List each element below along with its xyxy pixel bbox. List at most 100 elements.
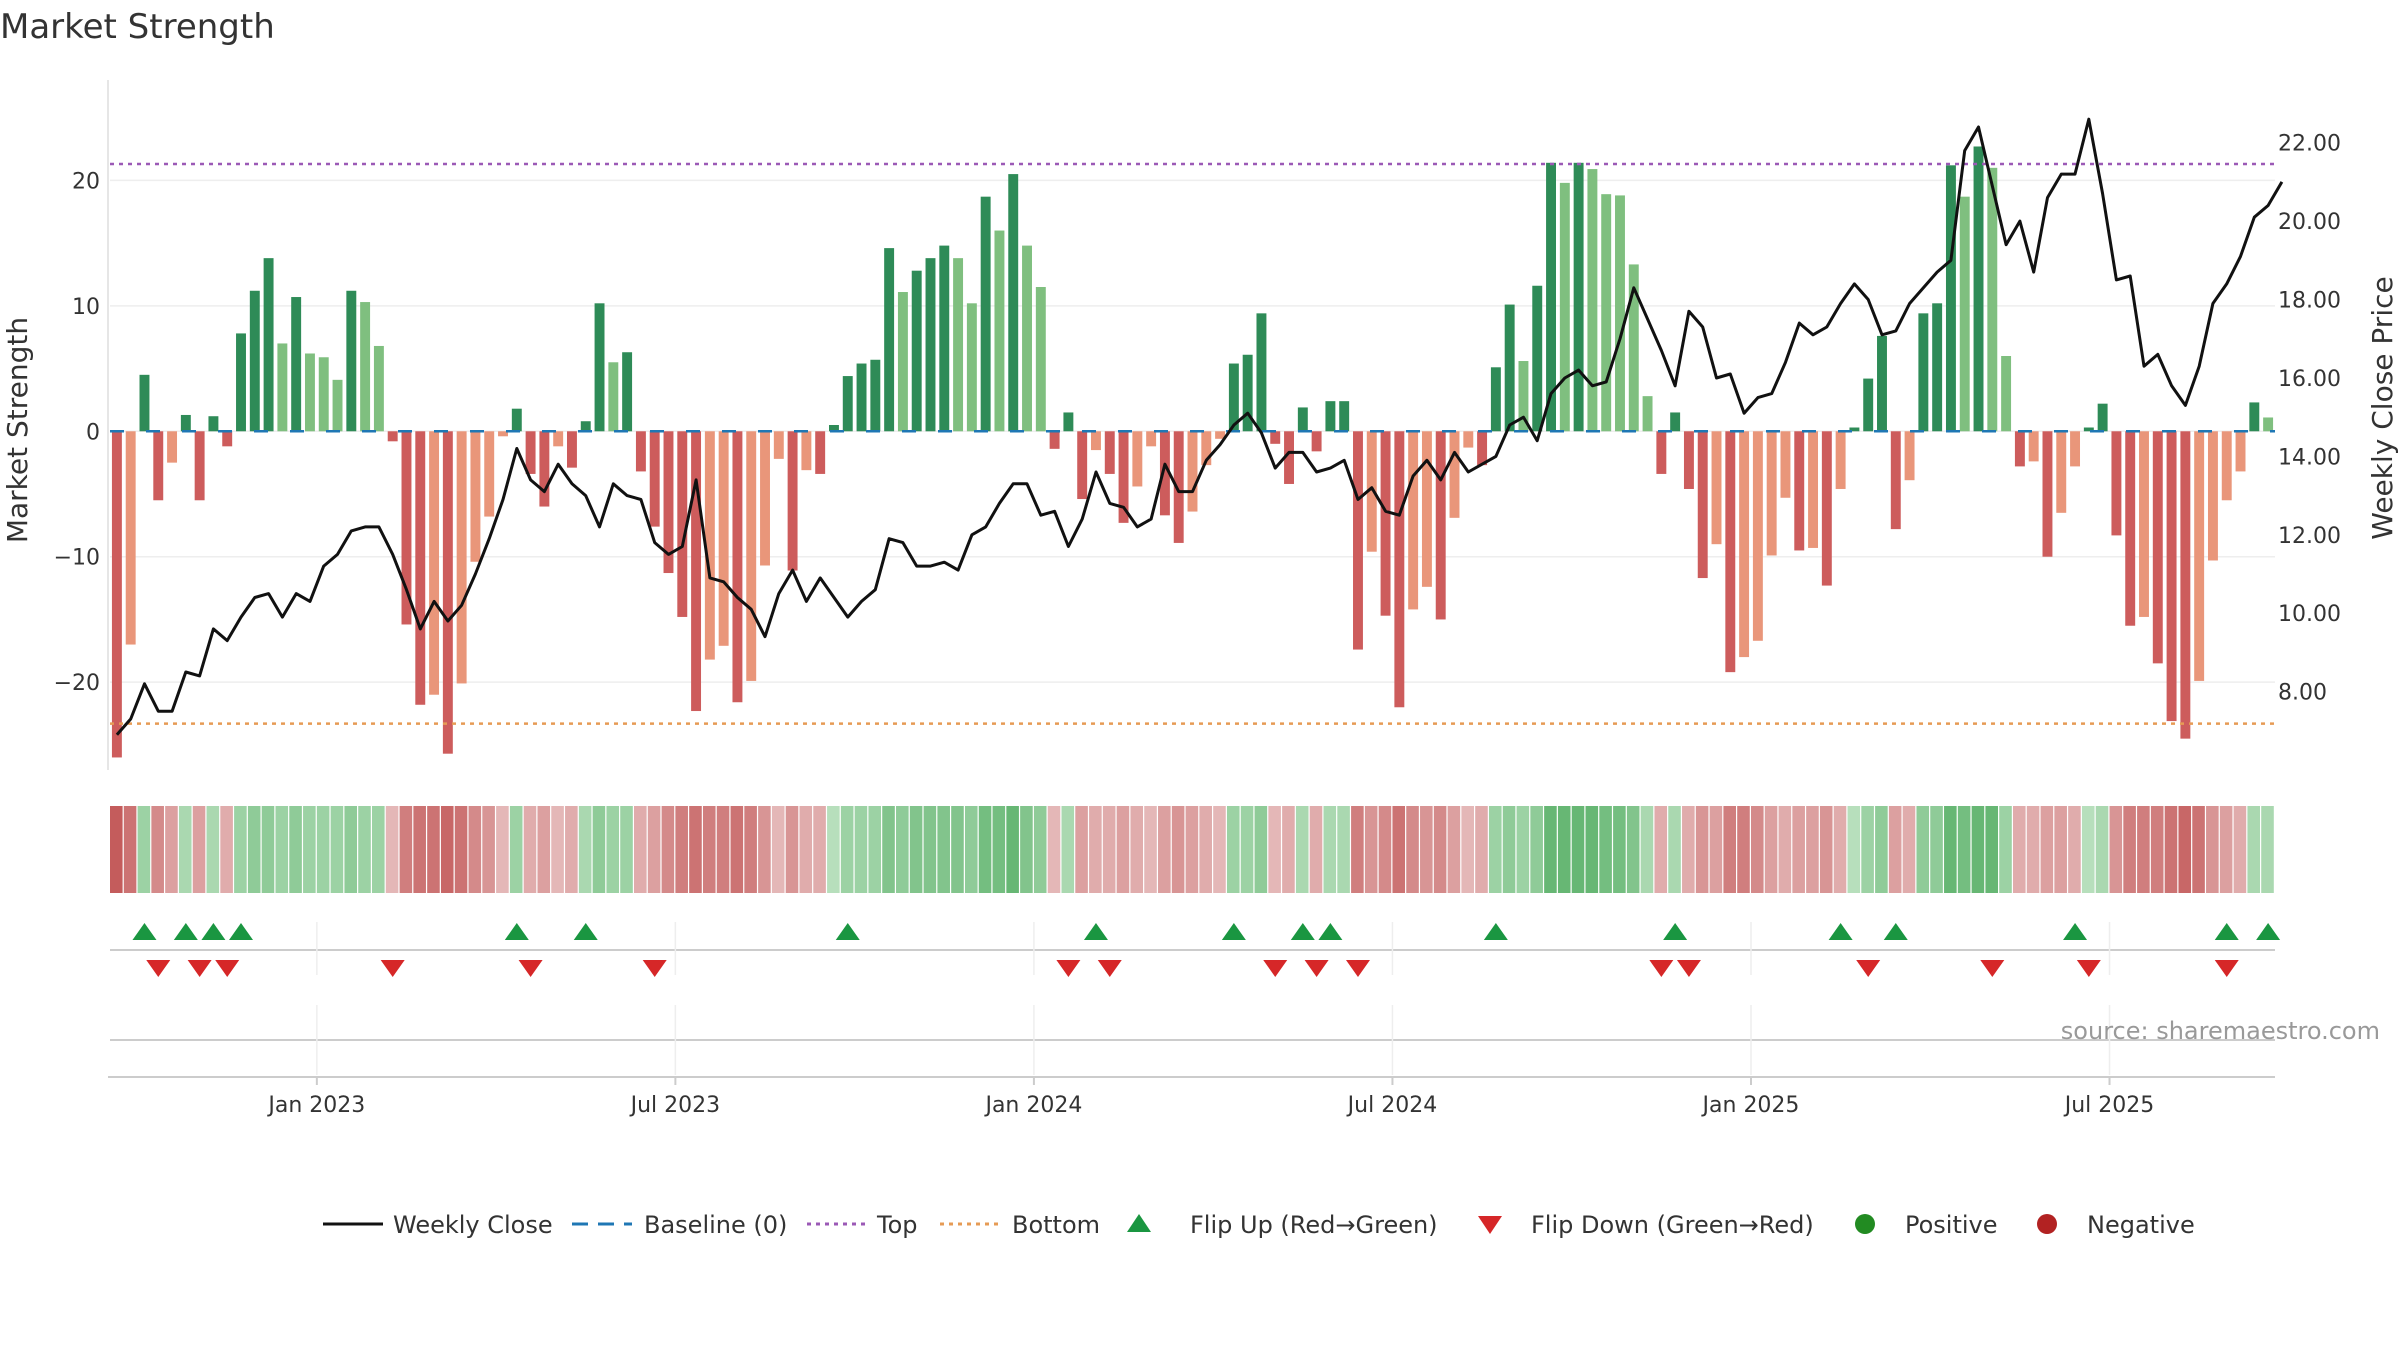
strength-bar xyxy=(897,292,908,432)
heat-cell xyxy=(882,806,895,893)
heat-cell xyxy=(2233,806,2247,893)
legend-negative: Negative xyxy=(2087,1211,2195,1239)
heat-cell xyxy=(1888,806,1902,893)
strength-bar xyxy=(2166,431,2177,722)
heat-cell xyxy=(344,806,358,893)
flip-up-marker xyxy=(1883,923,1908,940)
strength-bar xyxy=(346,290,357,432)
heat-cell xyxy=(771,806,785,893)
heat-cell xyxy=(247,806,261,893)
heat-cell xyxy=(1861,806,1874,893)
strength-bar xyxy=(2111,431,2122,536)
heat-cell xyxy=(2164,806,2178,893)
heat-cell xyxy=(1488,806,1502,893)
heat-cell xyxy=(427,806,440,893)
strength-bar xyxy=(829,425,839,432)
strength-bar xyxy=(1780,431,1791,498)
strength-bar xyxy=(1504,304,1515,432)
heat-cell xyxy=(1654,806,1668,893)
strength-bar xyxy=(304,353,315,432)
x-tick-label: Jul 2025 xyxy=(2063,1093,2155,1118)
strength-bar xyxy=(1339,401,1350,432)
heat-cell xyxy=(840,806,854,893)
strength-bar xyxy=(1532,285,1543,432)
strength-bar xyxy=(1877,335,1887,432)
strength-bar xyxy=(801,431,812,471)
strength-bar xyxy=(2207,431,2218,561)
strength-bar xyxy=(429,431,440,695)
strength-bar xyxy=(1849,427,1860,432)
heat-cell xyxy=(1323,806,1337,893)
strength-bar xyxy=(1808,431,1819,548)
heat-cell xyxy=(2192,806,2205,893)
flip-up-marker xyxy=(573,923,598,940)
flip-up-marker xyxy=(1663,923,1688,940)
strength-bar xyxy=(2083,427,2094,432)
strength-bar xyxy=(484,431,495,517)
x-ticks: Jan 2023 Jul 2023 Jan 2024 Jul 2024 Jan 2025… xyxy=(266,1077,2154,1118)
strength-bar xyxy=(2014,431,2025,467)
strength-bar xyxy=(1394,431,1405,708)
heat-cell xyxy=(1571,806,1585,893)
reference-lines xyxy=(110,162,2275,725)
legend-flip-up: Flip Up (Red→Green) xyxy=(1190,1211,1438,1239)
chart-title: Market Strength xyxy=(0,7,275,47)
heat-cell xyxy=(1130,806,1144,893)
strength-bar xyxy=(222,431,233,447)
heat-cell xyxy=(330,806,344,893)
heat-cell xyxy=(1971,806,1985,893)
heat-cell xyxy=(1778,806,1792,893)
heat-cell xyxy=(261,806,275,893)
strength-bar xyxy=(139,374,150,432)
heat-cell xyxy=(1999,806,2012,893)
heat-cell xyxy=(578,806,592,893)
heat-cell xyxy=(1502,806,1516,893)
flip-down-marker xyxy=(518,960,543,977)
heat-cell xyxy=(1723,806,1736,893)
heat-cell xyxy=(234,806,247,893)
strength-bar xyxy=(1077,431,1088,500)
heat-cell xyxy=(937,806,950,893)
heat-cell xyxy=(868,806,882,893)
strength-bar xyxy=(1490,367,1501,432)
heat-cell xyxy=(537,806,551,893)
heat-cell xyxy=(192,806,206,893)
heat-cell xyxy=(385,806,399,893)
heat-cell xyxy=(1447,806,1461,893)
heat-cell xyxy=(1737,806,1750,893)
strength-bar xyxy=(318,357,329,432)
weekly-close-series xyxy=(115,117,2284,736)
heat-cell xyxy=(110,806,123,893)
strength-bar xyxy=(787,431,798,571)
heat-cell xyxy=(1461,806,1474,893)
strength-bar xyxy=(1228,363,1239,432)
heat-cell xyxy=(1006,806,1019,893)
heat-cell xyxy=(2040,806,2054,893)
strength-bar xyxy=(1366,431,1377,552)
strength-bar xyxy=(677,431,688,617)
flip-down-marker xyxy=(187,960,212,977)
flip-up-marker xyxy=(132,923,157,940)
flip-down-marker xyxy=(642,960,667,977)
strength-bar xyxy=(2125,431,2136,626)
heat-cell xyxy=(661,806,675,893)
flip-up-marker xyxy=(229,923,254,940)
strength-bar xyxy=(1752,431,1763,641)
strength-bar xyxy=(1546,162,1556,432)
strength-bar xyxy=(1697,431,1708,579)
strength-bar xyxy=(1821,431,1832,586)
heat-cell xyxy=(1268,806,1281,893)
heat-cell xyxy=(1475,806,1488,893)
legend-weekly-close: Weekly Close xyxy=(393,1211,553,1239)
x-tick-label: Jul 2023 xyxy=(629,1093,721,1118)
heat-cell xyxy=(1337,806,1350,893)
heat-cell xyxy=(1640,806,1654,893)
heat-cell xyxy=(468,806,482,893)
strength-bar xyxy=(1104,431,1115,474)
strength-bar xyxy=(1159,431,1170,516)
heat-cell xyxy=(496,806,509,893)
heat-cell xyxy=(1750,806,1764,893)
strength-bar xyxy=(980,196,991,432)
heat-cell xyxy=(1240,806,1254,893)
strength-bar xyxy=(2056,431,2067,513)
